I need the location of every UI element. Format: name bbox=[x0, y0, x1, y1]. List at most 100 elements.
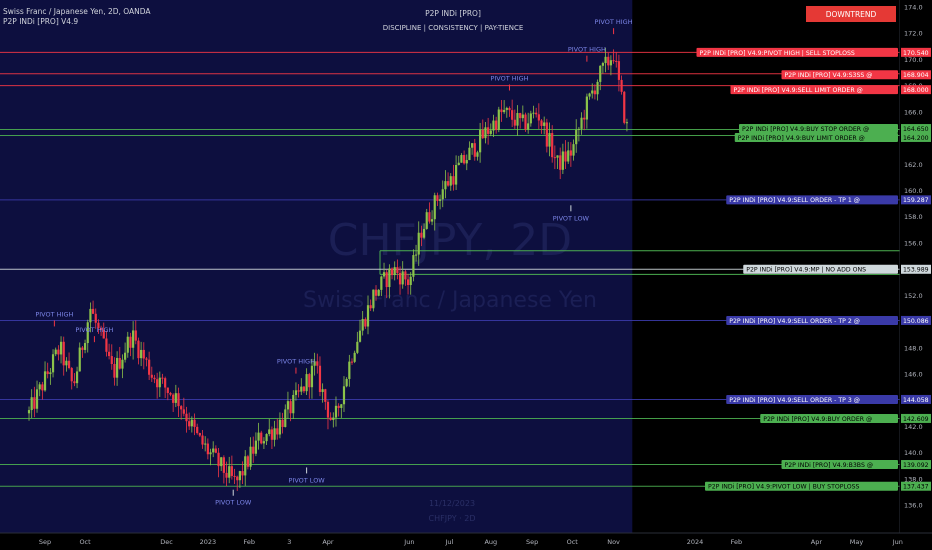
candle-body bbox=[164, 378, 167, 388]
watermark-name: Swiss Franc / Japanese Yen bbox=[303, 288, 597, 313]
candle-body bbox=[438, 199, 442, 201]
level-label-8: P2P INDi [PRO] V4.9:SELL ORDER - TP 3 @ bbox=[729, 396, 860, 404]
candle-body bbox=[172, 394, 175, 403]
candle-body bbox=[388, 268, 391, 288]
candle-body bbox=[321, 389, 324, 392]
candle-body bbox=[503, 109, 506, 113]
candle-body bbox=[500, 109, 503, 113]
candle-body bbox=[377, 289, 380, 296]
candle-body bbox=[342, 386, 346, 405]
candle-body bbox=[33, 397, 36, 409]
pivot-label-7: PIVOT LOW bbox=[553, 214, 590, 222]
candle-body bbox=[452, 176, 455, 185]
y-tick-1: 138.0 bbox=[904, 475, 923, 483]
candle-body bbox=[476, 152, 479, 157]
candle-body bbox=[492, 120, 495, 131]
level-label-2: P2P INDi [PRO] V4.9:SELL LIMIT ORDER @ bbox=[734, 86, 863, 94]
value-tag-bg-9 bbox=[901, 413, 931, 423]
x-tick-14: Feb bbox=[731, 538, 743, 546]
value-tag-3: 164.650 bbox=[903, 126, 929, 133]
level-label-11: P2P INDi [PRO] V4.9:PIVOT LOW | BUY STOP… bbox=[708, 484, 860, 491]
candle-body bbox=[212, 448, 215, 453]
candle-body bbox=[209, 452, 212, 455]
candle-body bbox=[281, 419, 284, 427]
candle-body bbox=[132, 330, 135, 348]
candle-body bbox=[479, 129, 482, 153]
candle-body bbox=[254, 440, 258, 454]
candle-body bbox=[556, 155, 559, 158]
candle-body bbox=[529, 113, 532, 124]
candle-body bbox=[241, 471, 244, 476]
candle-body bbox=[246, 456, 249, 467]
x-tick-6: Apr bbox=[322, 538, 334, 546]
candle-body bbox=[276, 428, 279, 435]
candle-body bbox=[559, 155, 562, 170]
y-tick-11: 158.0 bbox=[904, 213, 923, 221]
candle-body bbox=[369, 305, 372, 309]
candle-body bbox=[94, 313, 97, 323]
candle-body bbox=[441, 189, 444, 200]
candle-body bbox=[460, 155, 463, 163]
pivot-label-5: PIVOT HIGH bbox=[490, 75, 528, 83]
candle-body bbox=[201, 435, 204, 445]
candle-body bbox=[414, 254, 418, 256]
value-tag-bg-1 bbox=[901, 70, 931, 80]
candle-body bbox=[51, 354, 55, 373]
candle-body bbox=[358, 330, 362, 342]
candle-body bbox=[353, 352, 356, 362]
value-tag-1: 168.904 bbox=[903, 72, 929, 79]
candle-body bbox=[134, 330, 137, 341]
candle-body bbox=[225, 472, 228, 478]
candle-body bbox=[62, 341, 65, 366]
candle-body bbox=[142, 349, 145, 359]
candle-body bbox=[265, 434, 268, 442]
candle-body bbox=[575, 129, 578, 145]
candle-body bbox=[615, 60, 618, 62]
candle-body bbox=[305, 374, 308, 392]
candle-body bbox=[596, 81, 599, 95]
level-label-bg-4 bbox=[734, 132, 898, 142]
candle-body bbox=[332, 417, 335, 421]
x-tick-11: Oct bbox=[567, 538, 579, 546]
candle-body bbox=[57, 349, 60, 355]
candle-body bbox=[444, 181, 447, 190]
candle-body bbox=[91, 308, 95, 314]
candle-body bbox=[420, 232, 423, 238]
candle-body bbox=[551, 133, 554, 158]
candle-body bbox=[396, 267, 399, 273]
candle-body bbox=[532, 112, 535, 114]
candle-body bbox=[417, 232, 420, 255]
value-tag-0: 170.540 bbox=[903, 50, 929, 57]
candle-body bbox=[324, 389, 327, 402]
candle-body bbox=[436, 195, 439, 201]
level-label-3: P2P INDi [PRO] V4.9:BUY STOP ORDER @ bbox=[742, 125, 869, 133]
value-tag-11: 137.437 bbox=[903, 484, 929, 491]
candle-body bbox=[513, 119, 516, 126]
candle-body bbox=[107, 351, 111, 357]
candle-body bbox=[553, 157, 556, 159]
candle-body bbox=[430, 219, 434, 222]
value-tag-7: 150.086 bbox=[903, 318, 929, 325]
y-tick-10: 156.0 bbox=[904, 239, 923, 247]
candle-body bbox=[78, 347, 81, 372]
y-tick-17: 170.0 bbox=[904, 56, 923, 64]
x-tick-3: 2023 bbox=[200, 538, 217, 546]
candle-body bbox=[385, 272, 388, 288]
y-tick-18: 172.0 bbox=[904, 30, 923, 38]
candle-body bbox=[150, 374, 153, 378]
candle-body bbox=[505, 107, 508, 110]
value-tag-bg-10 bbox=[901, 460, 931, 470]
level-label-0: P2P INDi [PRO] V4.9:PIVOT HIGH | SELL ST… bbox=[700, 50, 855, 57]
candle-body bbox=[537, 114, 540, 121]
candle-body bbox=[588, 93, 591, 97]
candle-body bbox=[433, 195, 436, 220]
candle-body bbox=[294, 390, 298, 395]
candle-body bbox=[230, 466, 233, 476]
value-tag-10: 139.092 bbox=[903, 462, 929, 469]
value-tag-bg-0 bbox=[901, 47, 931, 57]
candle-body bbox=[390, 268, 394, 276]
candle-body bbox=[484, 127, 487, 139]
pivot-label-2: PIVOT LOW bbox=[215, 499, 252, 507]
